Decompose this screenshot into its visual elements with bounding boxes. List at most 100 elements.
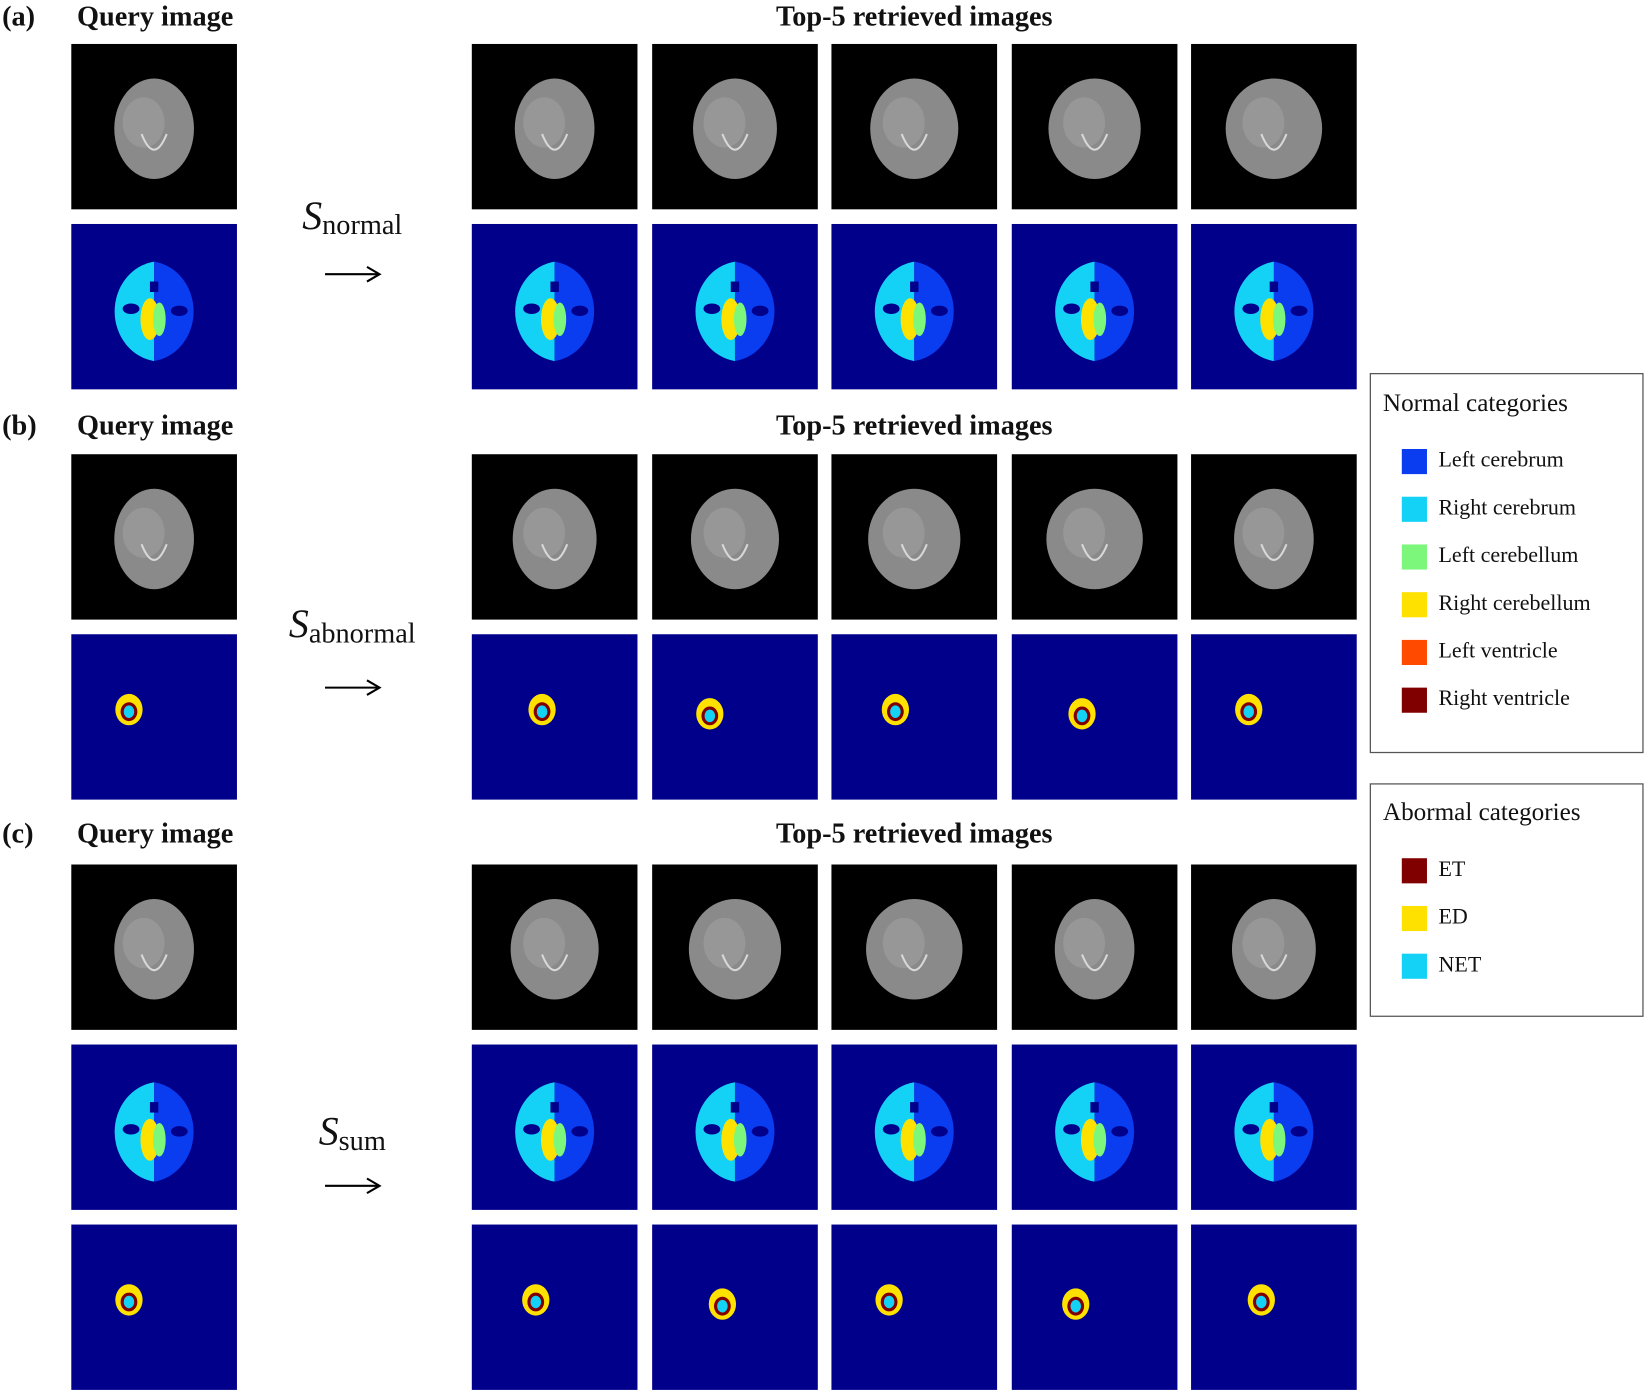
brain-texture [523,507,566,558]
left-cerebellum [553,1123,567,1157]
legend-swatch [1401,905,1427,932]
abnormal-image [652,634,818,800]
left-cerebellum [733,302,747,336]
dark-region [571,305,589,317]
ventricle [541,543,569,561]
panel-label: (a) [2,1,35,32]
dark-region [550,281,559,293]
ventricle [1081,543,1109,561]
legend-label: ET [1439,856,1466,881]
dark-region [910,1102,919,1113]
legend-swatch [1401,448,1427,475]
legend-label: Left ventricle [1439,638,1558,663]
similarity-measure: Sabnormal [289,602,416,650]
dark-region [523,303,540,314]
dark-region [1242,303,1260,314]
mri-image [1191,43,1357,210]
tumor-net [883,1295,895,1309]
normal-image [1011,1044,1178,1210]
ventricle [1081,954,1109,972]
dark-region [1269,1102,1279,1113]
dark-region [1063,1124,1080,1135]
mri-image [831,43,998,210]
normal-image [652,1044,818,1210]
mri-image [471,43,638,210]
ventricle [900,543,928,561]
dark-region [882,1124,900,1135]
dark-region [1063,303,1080,314]
normal-image [831,1044,998,1210]
seg-background [471,1224,638,1390]
legend-label: Right cerebellum [1439,590,1591,615]
brain-texture [122,917,165,969]
left-cerebellum [1272,302,1286,336]
legend-swatch [1401,544,1427,570]
retrieved-title: Top-5 retrieved images [776,1,1053,32]
abnormal-image [471,634,638,800]
seg-background [1011,1224,1178,1390]
legend-swatch [1401,953,1427,979]
brain-texture [1242,507,1285,558]
tumor-net [704,709,716,723]
legend-swatch [1401,592,1427,618]
left-cerebellum [913,302,926,336]
normal-image [652,223,818,390]
similarity-measure: Snormal [302,194,402,242]
legend-label: ED [1439,904,1468,929]
dark-region [170,305,188,317]
brain-texture [1063,507,1106,558]
dark-region [170,1126,188,1137]
ventricle [140,954,168,972]
brain-texture [1242,917,1285,969]
abnormal-image [471,1224,638,1390]
abnormal-image [71,634,237,800]
seg-background [1191,634,1357,800]
legend-swatch [1401,639,1427,666]
query-title: Query image [77,411,233,442]
dark-region [730,1102,740,1113]
ventricle [541,954,569,972]
abnormal-image [1011,1224,1178,1390]
arrow-head [366,1177,382,1195]
ventricle [721,133,749,151]
mri-image [1011,454,1178,620]
tumor-net [123,705,135,718]
dark-region [149,281,159,293]
legend-title: Normal categories [1383,390,1568,417]
left-cerebellum [913,1123,926,1157]
mri-image [652,43,818,210]
ventricle [140,543,168,561]
brain-texture [122,97,165,148]
legend-title: Abormal categories [1383,799,1581,826]
normal-image [1191,223,1357,390]
mri-image [1011,43,1178,210]
tumor-net [1070,1299,1081,1313]
brain-texture [882,917,925,969]
seg-background [71,1224,237,1390]
legend-label: Right cerebrum [1439,494,1576,519]
ventricle [1260,543,1288,561]
mri-image [652,864,818,1030]
tumor-net [536,705,548,718]
dark-region [931,1126,948,1137]
left-cerebellum [1272,1123,1286,1157]
dark-region [1090,1102,1099,1113]
retrieved-title: Top-5 retrieved images [776,411,1053,442]
brain-texture [1063,917,1106,969]
brain-texture [882,97,925,148]
measure-subscript: abnormal [309,619,416,650]
mri-image [1191,864,1357,1030]
legend-label: Left cerebellum [1439,542,1579,567]
measure-subscript: sum [339,1126,386,1157]
legend-swatch [1401,687,1427,713]
dark-region [1269,281,1279,293]
brain-texture [1063,97,1106,148]
brain-texture [1242,97,1285,148]
dark-region [730,281,740,293]
tumor-net [1256,1295,1267,1309]
legend-label: Left cerebrum [1439,447,1564,472]
normal-image [71,223,237,390]
dark-region [1111,1126,1129,1137]
seg-background [831,1224,998,1390]
